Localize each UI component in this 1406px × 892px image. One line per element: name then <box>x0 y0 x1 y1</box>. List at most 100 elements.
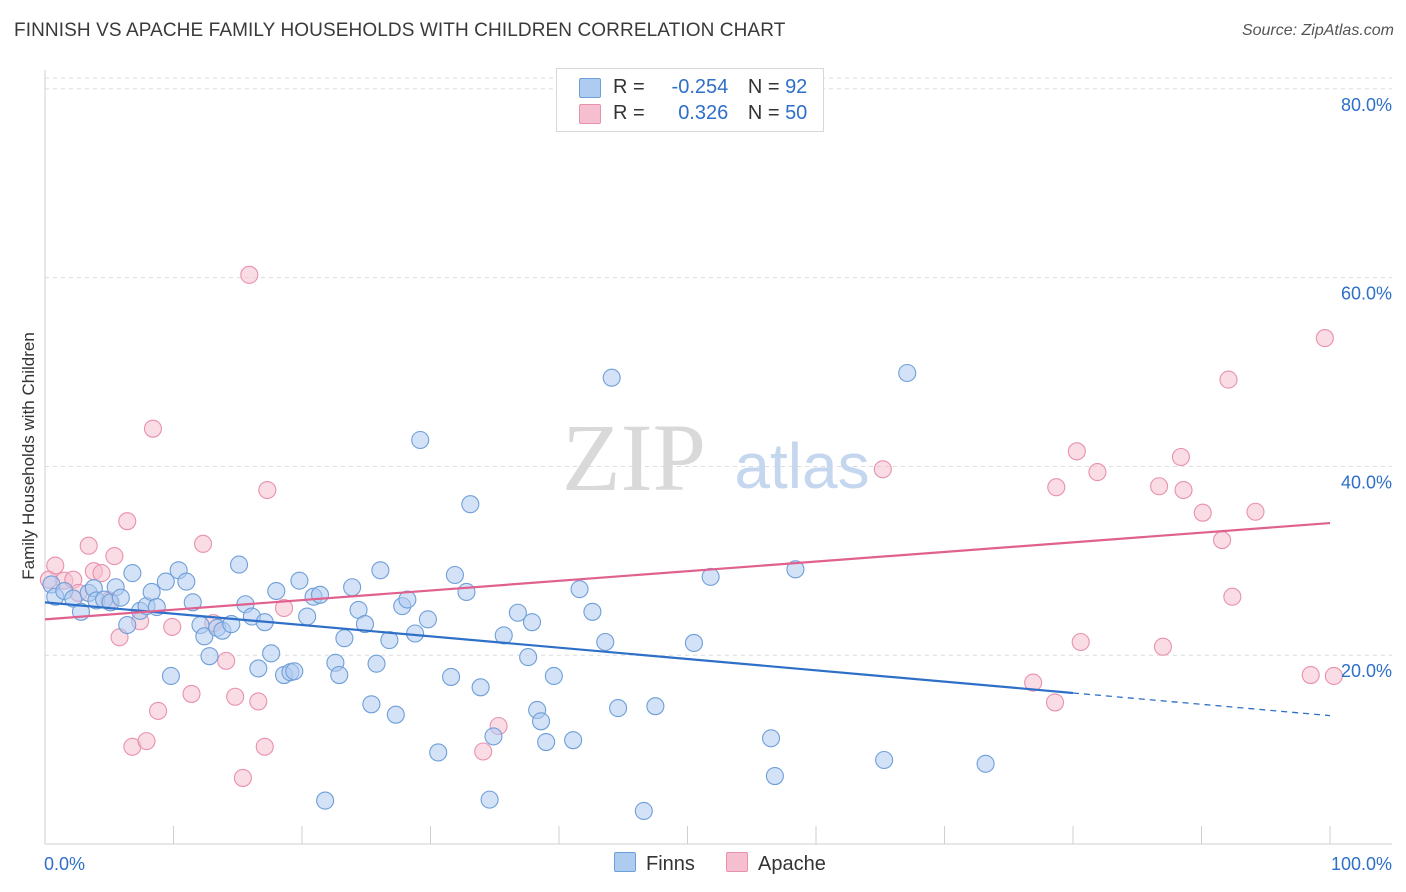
finns-point <box>418 610 437 629</box>
apache-point <box>194 534 213 553</box>
apache-point <box>474 742 493 761</box>
finns-point <box>471 678 490 697</box>
apache-point <box>118 512 137 531</box>
finns-point <box>298 607 317 626</box>
apache-swatch <box>579 104 601 124</box>
apache-point <box>873 460 892 479</box>
apache-point <box>105 547 124 566</box>
tick-labels: 20.0% 40.0% 60.0% 80.0% 0.0% 100.0% <box>44 95 1392 874</box>
finns-point <box>583 602 602 621</box>
bottom-legend-apache: Apache <box>726 852 826 876</box>
source-label: Source: ZipAtlas.com <box>1241 22 1394 39</box>
apache-point <box>1315 329 1334 348</box>
finns-point <box>898 363 917 383</box>
apache-point <box>182 684 201 703</box>
y-axis-label: Family Households with Children <box>19 332 38 580</box>
finns-point <box>229 555 249 574</box>
finns-point <box>285 662 304 681</box>
finns-point <box>457 582 476 602</box>
finns-point <box>522 613 542 632</box>
finns-point <box>875 750 894 770</box>
finns-point <box>596 632 615 652</box>
finns-trend-extension <box>1072 692 1331 717</box>
apache-point <box>1219 370 1238 389</box>
apache-point <box>1150 477 1169 496</box>
apache-point <box>217 651 236 670</box>
trend-lines <box>44 521 1331 717</box>
finns-point <box>761 729 781 748</box>
apache-point <box>1067 442 1086 461</box>
apache-point <box>1213 531 1232 550</box>
finns-point <box>609 699 628 718</box>
finns-point <box>195 627 214 646</box>
finns-point <box>161 666 180 686</box>
apache-point <box>1324 666 1343 686</box>
y-tick-label: 60.0% <box>1341 284 1392 304</box>
bottom-legend-finns: Finns <box>614 852 695 876</box>
finns-point <box>537 733 556 752</box>
legend-r-value-apache: 0.326 <box>678 102 729 124</box>
finns-point <box>564 731 583 750</box>
finns-point <box>519 648 538 667</box>
finns-point <box>200 647 219 666</box>
apache-swatch <box>726 852 748 872</box>
finns-point <box>330 665 349 685</box>
apache-point <box>1045 693 1065 712</box>
apache-point <box>233 768 252 787</box>
bottom-legend-finns-label: Finns <box>646 853 695 875</box>
apache-point <box>1088 463 1107 482</box>
finns-point <box>177 572 196 591</box>
finns-point <box>398 590 417 609</box>
x-tick-label: 0.0% <box>44 854 85 874</box>
finns-point <box>371 561 390 580</box>
apache-point <box>1174 480 1193 500</box>
finns-point <box>480 790 499 809</box>
apache-point <box>1223 587 1242 606</box>
apache-point <box>1047 478 1066 497</box>
finns-point <box>290 571 309 590</box>
apache-point <box>149 701 168 720</box>
y-tick-label: 20.0% <box>1341 661 1392 681</box>
finns-point <box>267 581 286 601</box>
y-tick-label: 40.0% <box>1341 472 1392 492</box>
apache-point <box>1246 502 1265 521</box>
legend-n-label: N = <box>747 76 780 98</box>
apache-point <box>143 419 162 438</box>
watermark-zip: ZIP <box>562 404 706 511</box>
finns-point <box>316 791 335 810</box>
apache-point <box>274 598 294 618</box>
finns-point <box>786 560 805 579</box>
finns-point <box>442 667 461 686</box>
apache-point <box>92 564 111 583</box>
apache-points <box>39 265 1343 787</box>
legend-r-value-finns: -0.254 <box>671 76 729 98</box>
finns-point <box>183 593 202 612</box>
watermark-atlas: atlas <box>734 430 869 502</box>
apache-point <box>255 737 274 756</box>
finns-point <box>111 588 130 607</box>
finns-swatch <box>579 78 601 98</box>
apache-point <box>1071 632 1090 652</box>
finns-point <box>386 705 405 724</box>
apache-point <box>1301 665 1320 685</box>
finns-point <box>461 495 480 514</box>
finns-trend-line <box>44 601 1074 695</box>
finns-point <box>249 659 268 678</box>
watermark: ZIP atlas <box>562 404 870 511</box>
finns-point <box>156 572 175 591</box>
legend-n-value-apache: 50 <box>785 102 808 124</box>
apache-point <box>1153 637 1172 656</box>
finns-point <box>411 430 430 450</box>
chart-title: FINNISH VS APACHE FAMILY HOUSEHOLDS WITH… <box>14 20 786 41</box>
apache-trend-line <box>44 521 1331 621</box>
finns-point <box>429 743 448 762</box>
finns-point <box>531 712 551 731</box>
finns-points <box>42 363 995 821</box>
apache-point <box>163 617 182 636</box>
finns-point <box>118 615 137 635</box>
apache-point <box>1171 447 1190 467</box>
finns-point <box>765 766 784 786</box>
bottom-legend-apache-label: Apache <box>758 853 826 875</box>
legend-r-label: R = <box>613 76 645 98</box>
axes <box>44 70 1392 845</box>
